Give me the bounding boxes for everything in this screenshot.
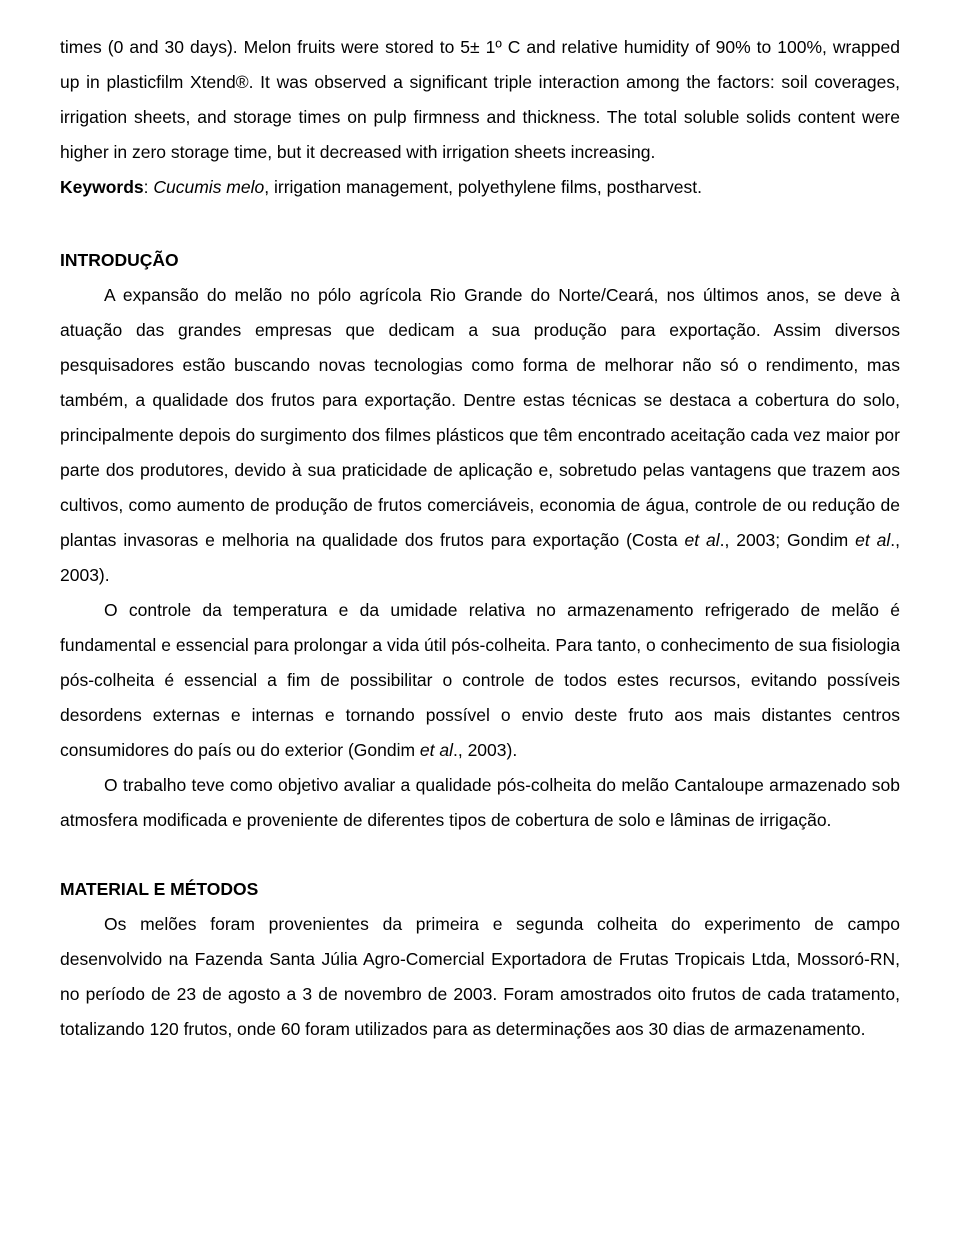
spacer — [60, 838, 900, 872]
document-page: times (0 and 30 days). Melon fruits were… — [0, 0, 960, 1254]
section-heading-intro: INTRODUÇÃO — [60, 243, 900, 278]
intro-paragraph-2: O controle da temperatura e da umidade r… — [60, 593, 900, 768]
section-heading-methods: MATERIAL E MÉTODOS — [60, 872, 900, 907]
keywords-line: Keywords: Cucumis melo, irrigation manag… — [60, 170, 900, 205]
abstract-continuation: times (0 and 30 days). Melon fruits were… — [60, 30, 900, 170]
keywords-italic: Cucumis melo — [153, 177, 264, 197]
intro-paragraph-1: A expansão do melão no pólo agrícola Rio… — [60, 278, 900, 593]
keywords-label: Keywords — [60, 177, 144, 197]
methods-paragraph-1: Os melões foram provenientes da primeira… — [60, 907, 900, 1047]
spacer — [60, 205, 900, 243]
intro-paragraph-3: O trabalho teve como objetivo avaliar a … — [60, 768, 900, 838]
keywords-rest: , irrigation management, polyethylene fi… — [264, 177, 702, 197]
